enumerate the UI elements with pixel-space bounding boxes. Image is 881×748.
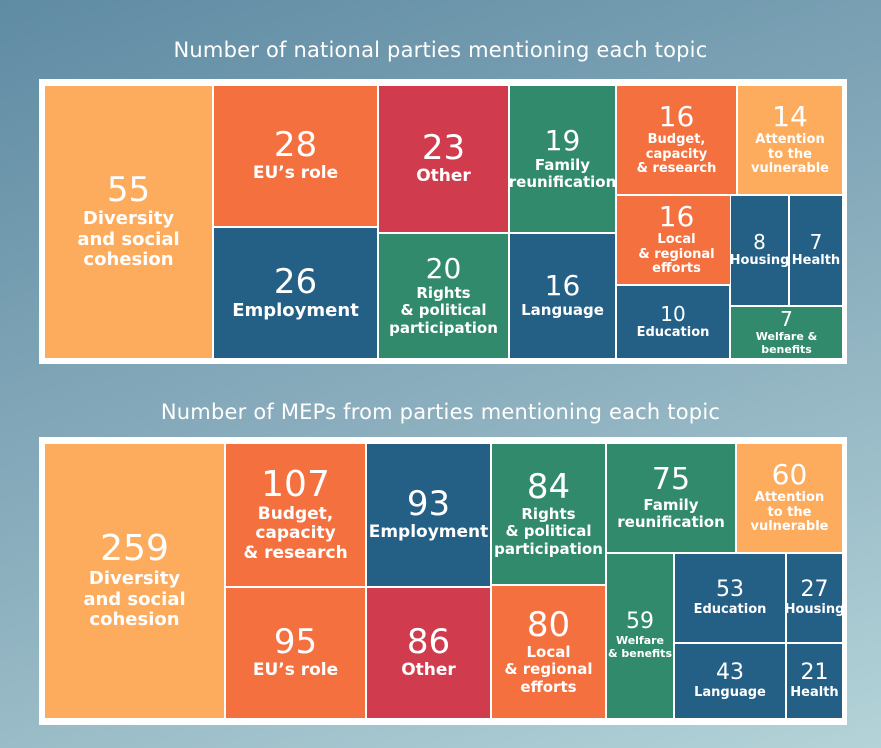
treemap-value: 27 [800, 576, 829, 602]
treemap-cell-eu-s-role: 95 EU’s role [225, 587, 366, 719]
treemap-label: Family reunification [509, 155, 616, 191]
treemap-value: 84 [526, 467, 571, 508]
treemap-label: Housing [786, 601, 843, 617]
treemap-value: 16 [544, 269, 581, 303]
treemap-label: Language [694, 684, 766, 700]
treemap-value: 43 [716, 659, 744, 685]
treemap-cell-housing: 8 Housing [730, 195, 789, 306]
treemap-value: 8 [753, 230, 766, 255]
treemap-label: EU’s role [252, 163, 339, 184]
treemap-label: Budget, capacity & research [243, 503, 348, 563]
treemap-label: Other [416, 166, 471, 187]
treemap-label: Budget, capacity & research [636, 131, 717, 177]
treemap-label: Employment [368, 522, 489, 543]
treemap-cell-other: 86 Other [366, 587, 491, 719]
treemap-value: 53 [716, 576, 744, 602]
treemap-cell-local-regional-efforts: 16 Local & regional efforts [616, 195, 737, 285]
treemap-label: Health [790, 684, 839, 700]
treemap-value: 16 [658, 199, 695, 233]
treemap-cell-employment: 26 Employment [213, 227, 378, 359]
treemap-cell-budget-capacity-research: 16 Budget, capacity & research [616, 85, 737, 195]
treemap-label: Education [636, 324, 710, 340]
treemap-value: 21 [800, 659, 829, 685]
treemap-label: Rights & political participation [494, 505, 603, 558]
treemap-label: Language [521, 301, 604, 320]
treemap-value: 16 [658, 99, 695, 133]
treemap-label: Family reunification [617, 495, 725, 531]
treemap-value: 95 [273, 622, 318, 663]
treemap-cell-language: 16 Language [509, 233, 616, 359]
treemap-label: Housing [730, 253, 789, 269]
treemap-value: 55 [106, 169, 151, 210]
treemap-label: Diversity and social cohesion [83, 567, 186, 631]
treemap-value: 14 [772, 99, 808, 133]
treemap-label: Welfare & benefits [607, 634, 672, 660]
treemap-cell-rights-political-participation: 84 Rights & political participation [491, 443, 606, 585]
treemap-cell-budget-capacity-research: 107 Budget, capacity & research [225, 443, 366, 587]
treemap-value: 10 [660, 301, 686, 326]
treemap-value: 259 [100, 527, 169, 569]
treemap-cell-employment: 93 Employment [366, 443, 491, 587]
treemap-label: Health [791, 253, 841, 269]
treemap-label: Employment [232, 299, 359, 321]
treemap-value: 7 [780, 306, 793, 331]
treemap-cell-diversity-and-social-cohesion: 55 Diversity and social cohesion [44, 85, 213, 359]
treemap-value: 20 [425, 252, 462, 286]
treemap-cell-family-reunification: 75 Family reunification [606, 443, 736, 553]
treemap-value: 7 [809, 230, 823, 255]
treemap-label: Education [693, 601, 767, 617]
treemap-value: 23 [421, 128, 466, 169]
treemap-cell-welfare-benefits: 59 Welfare & benefits [606, 553, 674, 719]
treemap-label: Attention to the vulnerable [750, 489, 829, 535]
treemap-value: 86 [406, 622, 451, 663]
treemap-label: Local & regional efforts [504, 643, 593, 696]
chart-2-title: Number of MEPs from parties mentioning e… [160, 400, 721, 424]
treemap-value: 75 [651, 461, 691, 497]
treemap-cell-education: 10 Education [616, 285, 730, 359]
treemap-value: 28 [273, 125, 318, 166]
treemap-cell-attention-to-the-vulnerable: 14 Attention to the vulnerable [737, 85, 843, 195]
treemap-national-parties: 55 Diversity and social cohesion 28 EU’s role… [39, 79, 847, 364]
treemap-cell-attention-to-the-vulnerable: 60 Attention to the vulnerable [736, 443, 843, 553]
treemap-label: Diversity and social cohesion [77, 207, 180, 271]
treemap-value: 107 [261, 463, 330, 505]
treemap-label: EU’s role [252, 660, 339, 681]
treemap-meps: 259 Diversity and social cohesion 107 Budget,… [39, 437, 847, 725]
treemap-cell-education: 53 Education [674, 553, 786, 643]
treemap-cell-language: 43 Language [674, 643, 786, 719]
treemap-label: Local & regional efforts [638, 231, 715, 277]
treemap-label: Rights & political participation [389, 284, 498, 337]
treemap-cell-health: 7 Health [789, 195, 843, 306]
treemap-value: 93 [406, 484, 451, 525]
chart-1-title: Number of national parties mentioning ea… [173, 38, 708, 62]
treemap-value: 60 [771, 457, 808, 491]
treemap-label: Welfare & benefits [755, 329, 818, 356]
treemap-cell-diversity-and-social-cohesion: 259 Diversity and social cohesion [44, 443, 225, 719]
treemap-value: 26 [273, 261, 318, 302]
treemap-cell-family-reunification: 19 Family reunification [509, 85, 616, 233]
treemap-cell-health: 21 Health [786, 643, 843, 719]
treemap-value: 19 [544, 123, 581, 157]
treemap-cell-housing: 27 Housing [786, 553, 843, 643]
treemap-cell-other: 23 Other [378, 85, 509, 233]
treemap-cell-local-regional-efforts: 80 Local & regional efforts [491, 585, 606, 719]
treemap-cell-eu-s-role: 28 EU’s role [213, 85, 378, 227]
treemap-cell-rights-political-participation: 20 Rights & political participation [378, 233, 509, 359]
treemap-label: Other [401, 660, 456, 681]
treemap-value: 59 [626, 609, 654, 635]
treemap-label: Attention to the vulnerable [750, 131, 830, 177]
treemap-cell-welfare-benefits: 7 Welfare & benefits [730, 306, 843, 359]
treemap-value: 80 [526, 605, 571, 646]
